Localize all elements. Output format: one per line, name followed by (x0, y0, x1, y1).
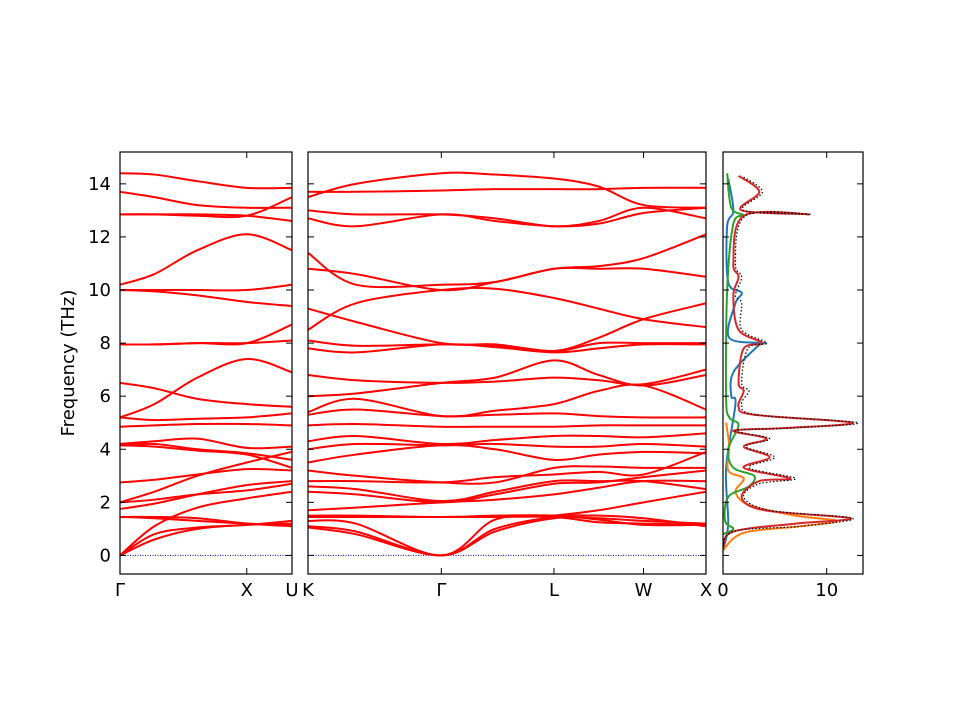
band-panel-left: Γ X U 0 2 4 6 8 10 12 14 (88, 151, 299, 601)
band-line (120, 323, 292, 346)
band-line (120, 422, 292, 428)
band-line (120, 468, 292, 484)
plot-area (120, 172, 292, 557)
axes-frame (307, 151, 707, 575)
band-line (308, 359, 706, 398)
plot-area (308, 171, 706, 557)
axes-frame (722, 151, 864, 575)
band-line (120, 213, 292, 223)
band-line (308, 516, 706, 557)
path-label: L (549, 580, 559, 601)
band-line (308, 408, 706, 419)
band-line (120, 522, 292, 557)
dos-panel: 0 10 (717, 151, 864, 601)
band-line (308, 206, 706, 228)
path-label: Γ (115, 580, 125, 601)
band-line (308, 206, 706, 228)
plot-area (723, 173, 859, 551)
y-tick-label: 8 (100, 333, 111, 354)
band-line (308, 442, 706, 451)
path-label: X (241, 580, 253, 601)
band-line (120, 482, 292, 504)
band-line (120, 412, 292, 422)
x-tick-label: 0 (717, 580, 728, 601)
band-line (308, 514, 706, 527)
y-tick-label: 14 (88, 174, 111, 195)
band-line (308, 343, 706, 354)
band-line (120, 515, 292, 528)
band-line (120, 437, 292, 450)
band-line (308, 514, 706, 557)
path-label: K (302, 580, 315, 601)
band-line (120, 381, 292, 408)
band-line (308, 307, 706, 353)
dos-curve (723, 175, 859, 551)
y-axis-label: Frequency (THz) (58, 290, 79, 437)
axes-frame (119, 151, 293, 575)
band-line (120, 289, 292, 307)
band-line (308, 444, 706, 464)
band-line (308, 233, 706, 292)
band-line (308, 186, 706, 193)
y-tick-label: 12 (88, 227, 111, 248)
band-line (308, 368, 706, 386)
band-line (308, 479, 706, 503)
path-label: X (700, 580, 712, 601)
band-line (120, 444, 292, 469)
band-line (308, 432, 706, 446)
band-line (120, 442, 292, 461)
band-line (308, 171, 706, 209)
band-line (308, 469, 706, 504)
band-line (120, 358, 292, 419)
path-label: W (635, 580, 653, 601)
band-line (308, 252, 706, 289)
band-line (120, 172, 292, 190)
band-line (120, 283, 292, 292)
band-line (308, 465, 706, 485)
y-tick-label: 10 (88, 280, 111, 301)
path-label: Γ (436, 580, 446, 601)
band-line (308, 423, 706, 428)
band-line (120, 233, 292, 286)
band-line (120, 190, 292, 209)
band-line (308, 515, 706, 526)
band-line (308, 286, 706, 331)
y-tick-label: 6 (100, 386, 111, 407)
band-line (120, 490, 292, 557)
dos-curve (723, 422, 839, 551)
x-tick-label: 10 (815, 580, 838, 601)
y-tick-label: 0 (100, 545, 111, 566)
band-line (308, 383, 706, 418)
band-line (120, 519, 292, 557)
path-label: U (285, 580, 298, 601)
y-tick-label: 2 (100, 492, 111, 513)
y-tick-label: 4 (100, 439, 111, 460)
